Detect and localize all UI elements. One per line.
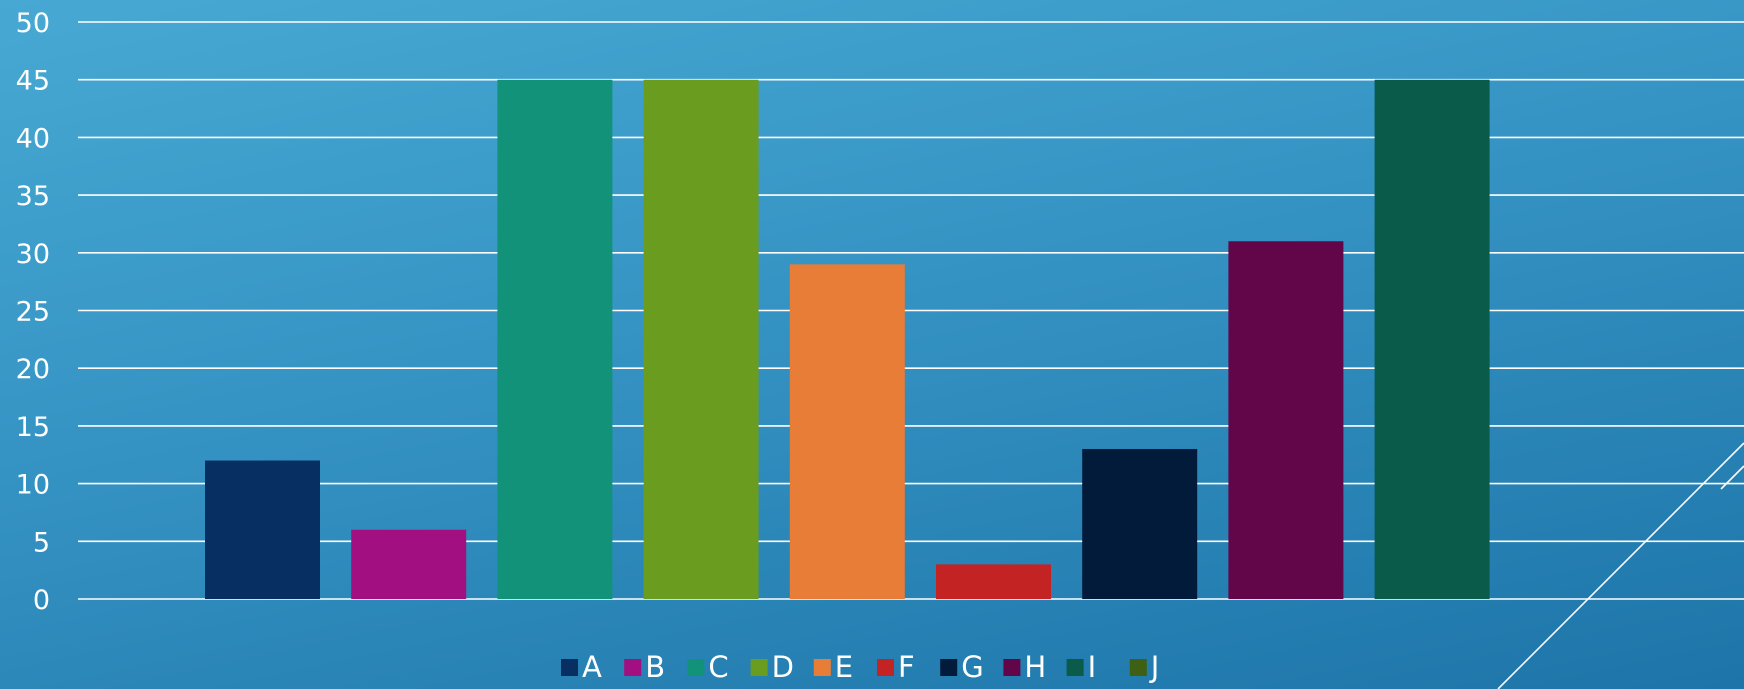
legend-swatch-A (561, 659, 578, 676)
bar-F (936, 564, 1051, 599)
legend-swatch-E (813, 659, 831, 676)
bar-B (351, 529, 467, 599)
bar-H (1228, 241, 1344, 599)
legend-label-H: H (1024, 650, 1046, 684)
legend-swatch-D (750, 659, 768, 676)
y-tick-label: 30 (16, 239, 50, 270)
legend-label-A: A (582, 650, 602, 684)
legend-label-E: E (835, 650, 853, 684)
y-axis-tick-labels: 0 5 10 15 20 25 30 35 40 45 50 (16, 8, 50, 616)
gridlines (78, 21, 1744, 600)
bar-I (1374, 79, 1490, 599)
legend-swatch-F (877, 659, 894, 676)
decorative-diagonal-line-short (1720, 465, 1744, 490)
y-tick-label: 0 (33, 585, 50, 616)
legend-swatch-B (624, 659, 642, 676)
bars (205, 79, 1490, 599)
bar-E (789, 264, 905, 599)
legend-swatch-H (1003, 659, 1021, 676)
y-tick-label: 45 (16, 66, 50, 97)
legend-label-C: C (708, 650, 728, 684)
bar-D (643, 79, 759, 599)
bar-G (1082, 448, 1198, 599)
legend-label-G: G (961, 650, 983, 684)
y-tick-label: 50 (16, 8, 50, 39)
legend-swatch-I (1066, 659, 1084, 676)
legend: A B C D E F G H I J (561, 650, 1159, 684)
legend-swatch-G (940, 659, 958, 676)
legend-swatch-C (687, 659, 705, 676)
bar-A (205, 460, 320, 599)
y-tick-label: 35 (16, 181, 50, 212)
decorative-lines (1497, 442, 1744, 689)
legend-label-I: I (1088, 650, 1097, 684)
decorative-diagonal-line (1497, 442, 1744, 689)
legend-label-J: J (1149, 650, 1160, 684)
y-tick-label: 20 (16, 354, 50, 385)
y-tick-label: 5 (33, 527, 50, 558)
y-tick-label: 10 (16, 470, 50, 501)
legend-label-B: B (645, 650, 665, 684)
bar-C (497, 79, 613, 599)
legend-swatch-J (1129, 659, 1147, 676)
legend-label-F: F (898, 650, 915, 684)
legend-label-D: D (772, 650, 794, 684)
y-tick-label: 25 (16, 297, 50, 328)
y-tick-label: 40 (16, 123, 50, 154)
y-tick-label: 15 (16, 412, 50, 443)
